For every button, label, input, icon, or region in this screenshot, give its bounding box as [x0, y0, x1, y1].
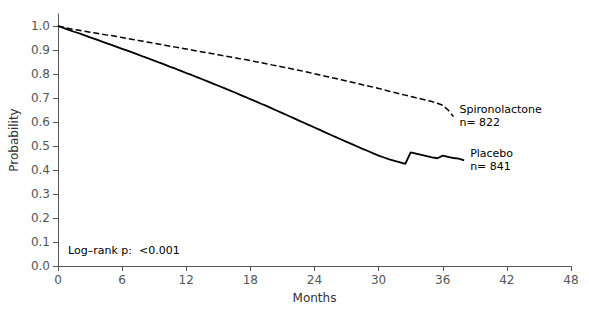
svg-text:0.8: 0.8: [31, 67, 50, 81]
svg-text:0.2: 0.2: [31, 211, 50, 225]
svg-text:0.7: 0.7: [31, 91, 50, 105]
svg-text:0: 0: [54, 273, 62, 287]
svg-text:n= 841: n= 841: [470, 160, 511, 173]
svg-text:18: 18: [243, 273, 258, 287]
svg-text:36: 36: [435, 273, 450, 287]
svg-text:0.9: 0.9: [31, 43, 50, 57]
svg-text:0.5: 0.5: [31, 139, 50, 153]
svg-text:Months: Months: [293, 291, 337, 305]
svg-text:42: 42: [499, 273, 514, 287]
svg-text:0.6: 0.6: [31, 115, 50, 129]
svg-text:12: 12: [179, 273, 194, 287]
svg-text:Log–rank p: <0.001: Log–rank p: <0.001: [68, 244, 180, 257]
svg-text:24: 24: [307, 273, 322, 287]
svg-text:Placebo: Placebo: [470, 147, 513, 160]
svg-text:30: 30: [371, 273, 386, 287]
svg-text:0.4: 0.4: [31, 163, 50, 177]
svg-text:6: 6: [118, 273, 126, 287]
svg-text:0.0: 0.0: [31, 259, 50, 273]
svg-text:1.0: 1.0: [31, 19, 50, 33]
svg-text:0.3: 0.3: [31, 187, 50, 201]
svg-text:Probability: Probability: [7, 108, 21, 171]
svg-text:n= 822: n= 822: [459, 116, 500, 129]
svg-text:48: 48: [563, 273, 578, 287]
svg-text:Spironolactone: Spironolactone: [459, 103, 542, 116]
svg-text:0.1: 0.1: [31, 235, 50, 249]
